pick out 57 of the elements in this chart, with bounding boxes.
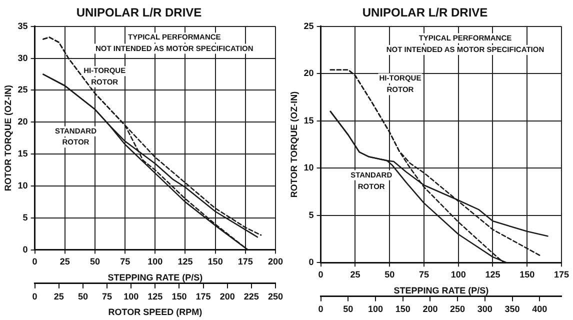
x2-tick-label: 200 — [422, 304, 438, 314]
x2-tick-label: 50 — [343, 304, 354, 314]
x-tick-label: 100 — [450, 269, 466, 280]
x-tick-label: 125 — [178, 256, 193, 267]
x-tick-label: 200 — [268, 256, 284, 267]
y-axis-title: ROTOR TORQUE (OZ-IN) — [2, 85, 13, 192]
x-tick-label: 25 — [60, 256, 70, 267]
x-tick-label: 125 — [485, 269, 500, 280]
x2-tick-label: 100 — [124, 291, 139, 302]
x2-tick-label: 300 — [477, 304, 492, 314]
x-tick-label: 75 — [120, 256, 130, 267]
x2-tick-label: 75 — [102, 291, 112, 302]
x2-tick-label: 350 — [504, 304, 520, 314]
x-tick-label: 150 — [520, 269, 535, 280]
y-tick-label: 0 — [22, 244, 28, 254]
x-tick-label: 175 — [554, 269, 570, 280]
chart-title: UNIPOLAR L/R DRIVE — [76, 6, 202, 20]
y-tick-label: 20 — [304, 68, 314, 78]
chart-title: UNIPOLAR L/R DRIVE — [362, 6, 488, 20]
x-tick-label: 0 — [318, 269, 324, 280]
x2-tick-label: 25 — [54, 291, 64, 302]
x2-tick-label: 250 — [450, 304, 466, 314]
x2-tick-label: 125 — [148, 291, 163, 302]
x2-tick-label: 175 — [196, 291, 211, 302]
x2-tick-label: 250 — [268, 291, 284, 302]
x2-tick-label: 150 — [172, 291, 187, 302]
x-tick-label: 50 — [90, 256, 100, 267]
y-tick-label: 15 — [304, 115, 314, 126]
x2-tick-label: 225 — [244, 291, 259, 302]
x2-tick-label: 0 — [32, 291, 38, 302]
y-tick-label: 35 — [18, 20, 28, 31]
x2-axis-title: ROTOR SPEED (RPM) — [108, 307, 202, 318]
x-tick-label: 100 — [148, 256, 163, 267]
x2-tick-label: 0 — [318, 304, 324, 314]
y-tick-label: 5 — [22, 212, 28, 222]
y-tick-label: 10 — [304, 162, 314, 173]
x2-tick-label: 200 — [220, 291, 235, 302]
x-tick-label: 50 — [384, 269, 395, 280]
x-tick-label: 150 — [208, 256, 223, 267]
x2-tick-label: 100 — [368, 304, 384, 314]
x2-tick-label: 150 — [395, 304, 410, 314]
y-tick-label: 5 — [308, 210, 314, 220]
y-tick-label: 25 — [304, 20, 314, 31]
y-tick-label: 15 — [18, 148, 28, 159]
x-tick-label: 75 — [418, 269, 429, 280]
y-axis-title: ROTOR TORQUE (OZ-IN) — [288, 91, 299, 198]
x-tick-label: 175 — [238, 256, 253, 267]
y-tick-label: 10 — [18, 180, 28, 190]
x-axis-title: STEPPING RATE (P/S) — [108, 272, 203, 282]
x-tick-label: 25 — [350, 269, 360, 280]
y-tick-label: 25 — [18, 84, 28, 95]
x-tick-label: 0 — [32, 256, 38, 267]
x2-tick-label: 400 — [532, 304, 548, 314]
y-tick-label: 20 — [18, 116, 28, 127]
y-tick-label: 30 — [18, 52, 28, 63]
x-axis-title: STEPPING RATE (P/S) — [394, 285, 489, 296]
x2-tick-label: 50 — [78, 291, 88, 302]
